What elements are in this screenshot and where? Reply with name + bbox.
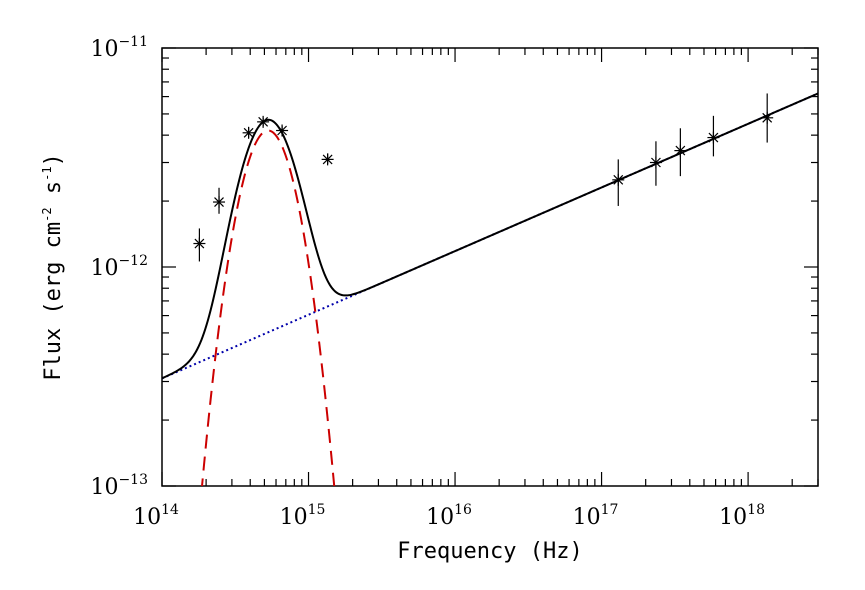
x-tick-exponent: 14 [161,502,179,518]
data-point [674,128,687,177]
y-tick-label: 10−13 [90,472,148,500]
data-point [257,115,270,128]
data-point [242,126,255,139]
data-point [276,124,289,137]
x-axis-title: Frequency (Hz) [397,539,582,564]
total-model-curve [162,92,818,380]
x-tick-label: 1015 [280,502,326,530]
x-tick-base: 10 [280,505,308,530]
series-layer [162,92,818,486]
marker-stroke [708,132,719,143]
marker-stroke [651,157,661,168]
y-tick-base: 10 [90,256,118,281]
y-title-part-3: ) [41,153,66,166]
marker-stroke [322,154,333,165]
y-tick-exponent: −13 [118,472,148,488]
data-point [193,228,206,262]
x-tick-exponent: 16 [454,502,472,518]
x-tick-labels: 1014 1015 1016 1017 1018 [133,502,765,530]
y-title-part-2: s [41,181,66,208]
data-point [213,187,226,214]
marker-stroke [194,238,205,249]
y-tick-label: 10−11 [90,34,148,62]
x-tick-exponent: 18 [747,502,765,518]
plot-frame [161,47,819,487]
x-tick-exponent: 17 [601,502,619,518]
data-point [612,159,625,206]
y-tick-exponent: −12 [118,253,148,269]
x-tick-base: 10 [133,505,161,530]
marker-stroke [762,112,773,123]
y-tick-exponent: −11 [118,34,148,50]
x-tick-label: 1018 [719,502,765,530]
x-tick-label: 1014 [133,502,179,530]
y-title-part-1: Flux (erg cm [41,222,66,381]
data-point [707,115,720,157]
marker-stroke [613,174,624,185]
x-tick-base: 10 [573,505,601,530]
marker-stroke [214,197,224,207]
y-axis-title: Flux (erg cm-2 s-1) [40,153,66,381]
data-points [193,93,774,262]
x-tick-base: 10 [719,505,747,530]
thermal-curve [201,129,336,486]
x-tick-label: 1017 [573,502,619,530]
x-tick-exponent: 15 [308,502,326,518]
marker-stroke [258,116,269,127]
axis-ticks [161,47,819,487]
data-point [321,153,334,166]
marker-stroke [243,127,254,138]
data-point [649,141,662,186]
y-tick-base: 10 [90,475,118,500]
y-tick-base: 10 [90,37,118,62]
marker-stroke [675,145,686,156]
marker-stroke [277,125,288,136]
y-tick-label: 10−12 [90,253,148,281]
x-tick-label: 1016 [426,502,472,530]
data-point [761,93,774,143]
x-tick-base: 10 [426,505,454,530]
y-title-sup-1: -2 [40,207,54,221]
y-title-sup-2: -1 [40,166,54,180]
